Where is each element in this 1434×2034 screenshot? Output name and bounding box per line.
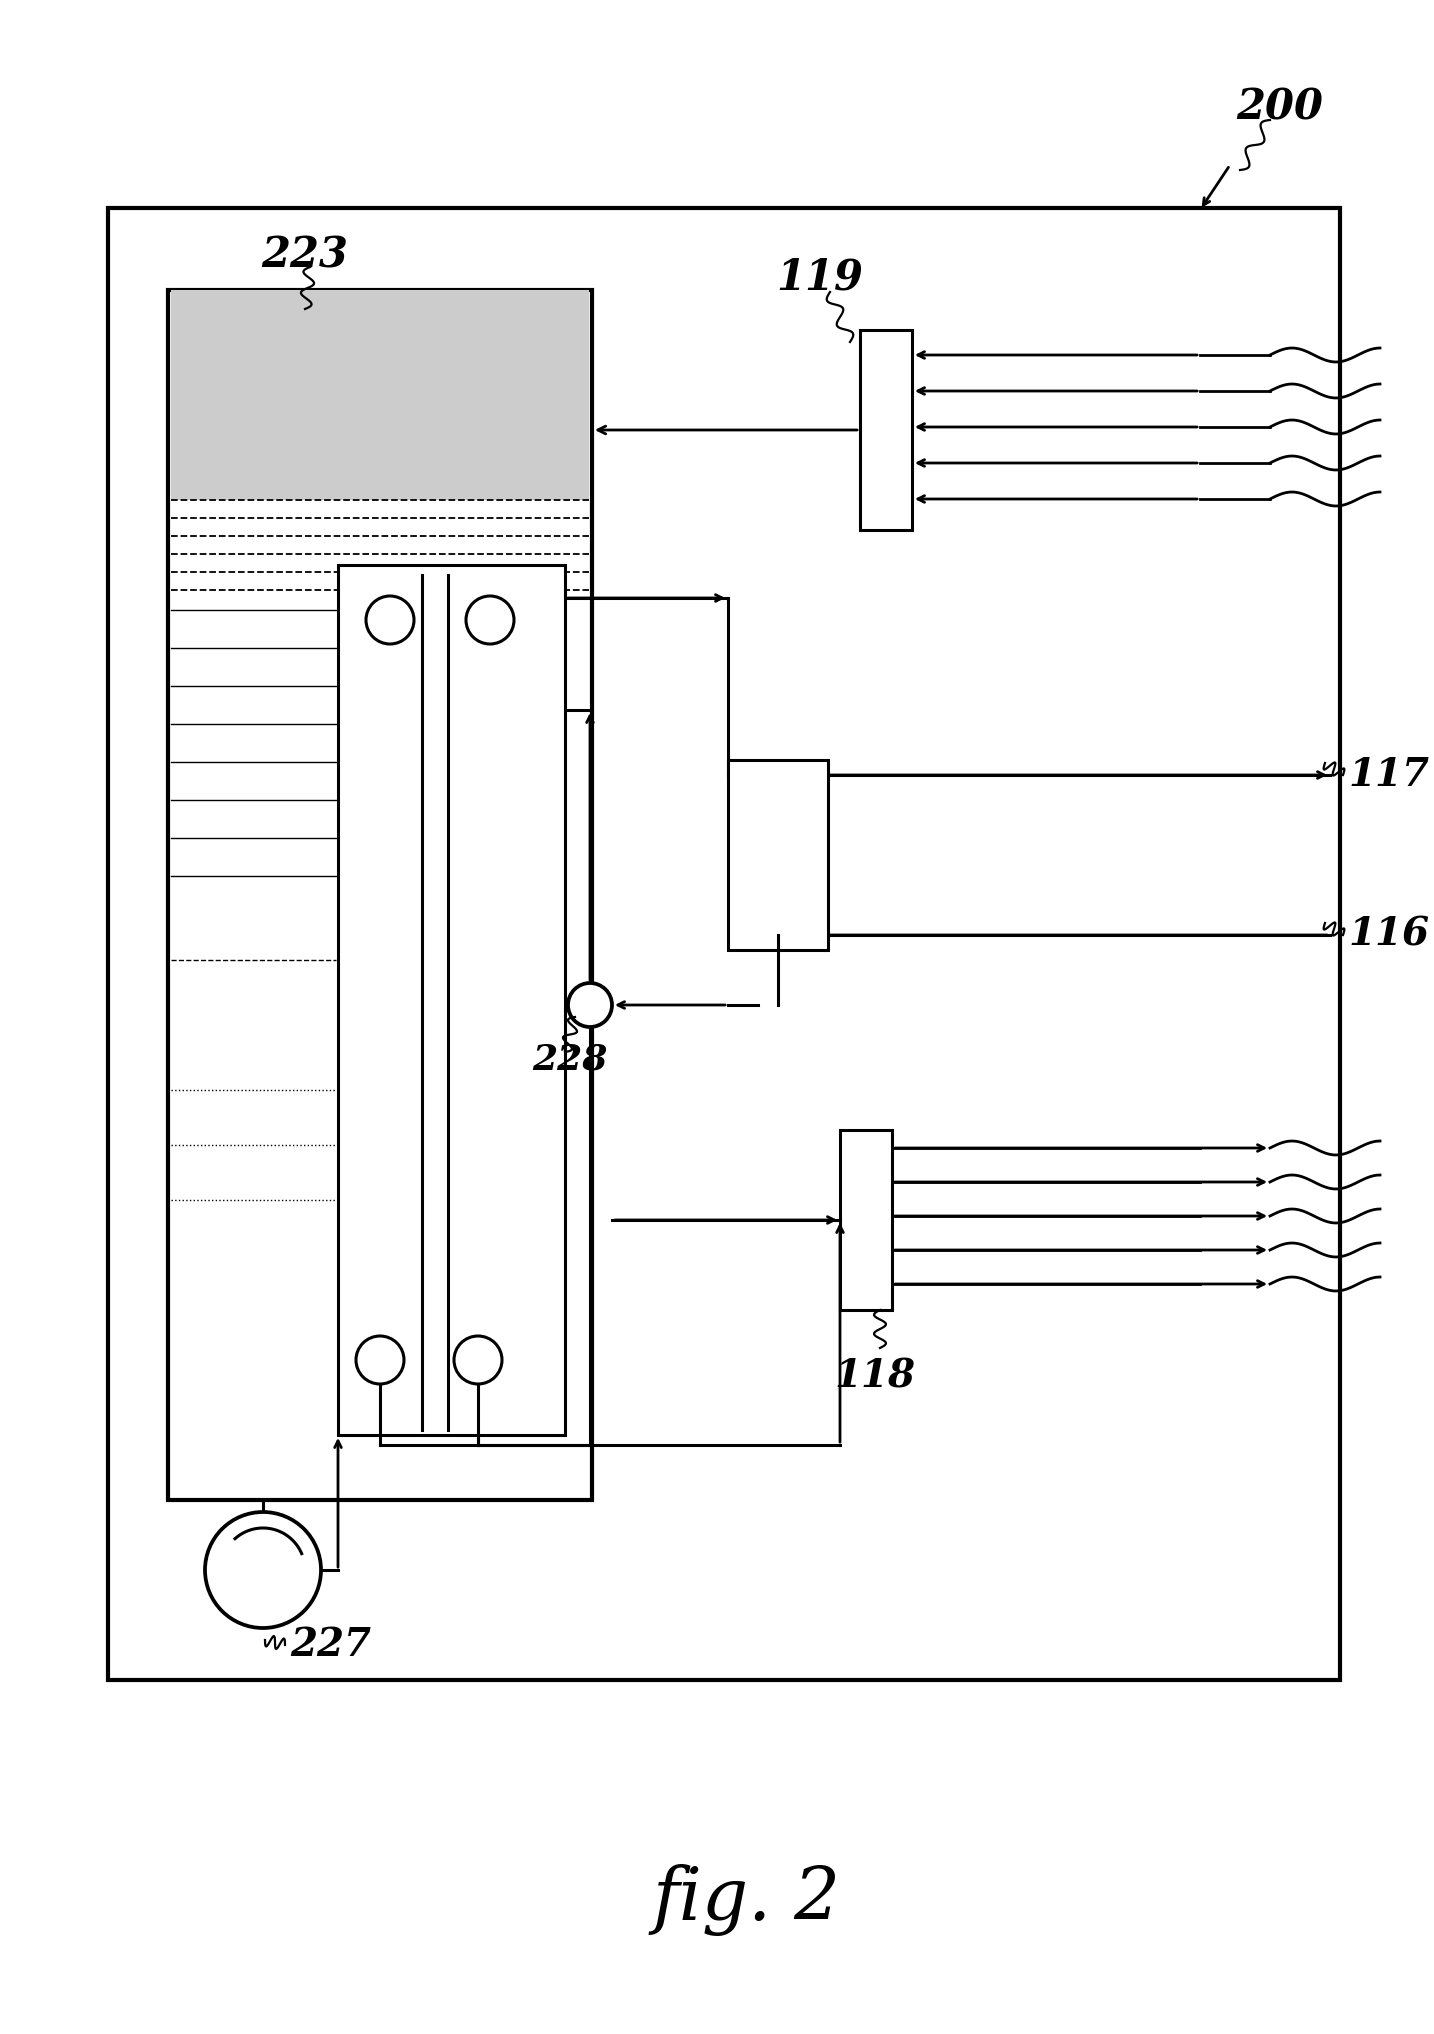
Bar	[108, 207, 1339, 1680]
Text: 119: 119	[776, 256, 863, 299]
Circle shape	[466, 596, 513, 645]
Bar	[728, 761, 827, 950]
Bar	[860, 330, 912, 531]
Circle shape	[366, 596, 414, 645]
Circle shape	[568, 982, 612, 1027]
Bar	[338, 565, 565, 1436]
Text: 228: 228	[532, 1043, 608, 1076]
Text: 227: 227	[290, 1625, 371, 1664]
Text: fig. 2: fig. 2	[652, 1863, 842, 1936]
Circle shape	[205, 1511, 321, 1627]
Text: 223: 223	[261, 234, 348, 277]
Text: 116: 116	[1348, 915, 1430, 954]
Bar	[840, 1131, 892, 1310]
Circle shape	[356, 1336, 404, 1383]
Text: 118: 118	[835, 1359, 915, 1395]
Circle shape	[455, 1336, 502, 1383]
Text: 200: 200	[1236, 87, 1324, 128]
Bar	[168, 291, 592, 1499]
Text: 117: 117	[1348, 757, 1430, 793]
Bar	[171, 291, 589, 500]
